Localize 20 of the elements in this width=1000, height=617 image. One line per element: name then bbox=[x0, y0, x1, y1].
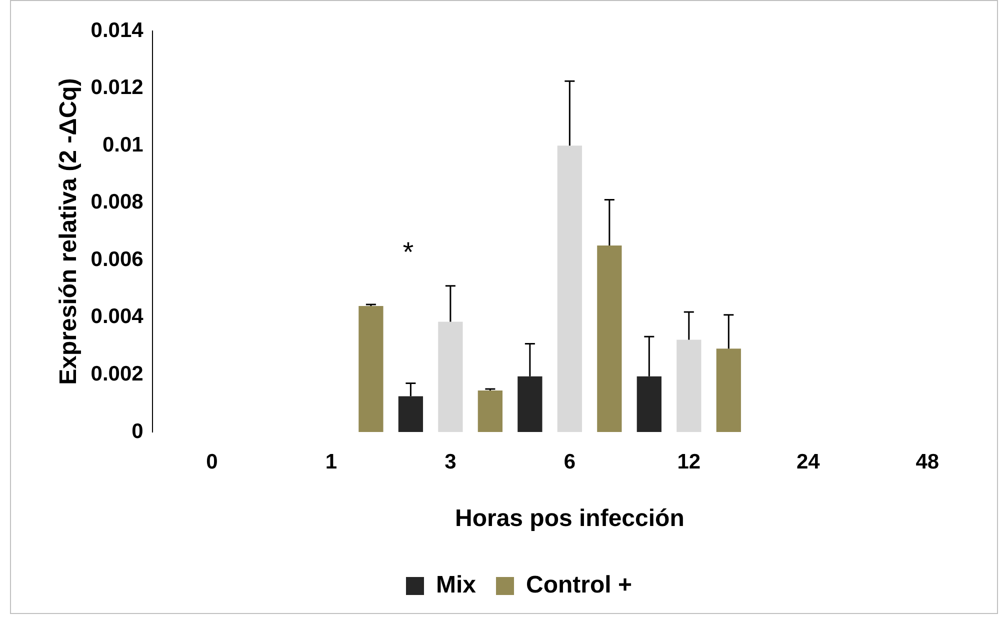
x-tick-label: 6 bbox=[564, 450, 576, 474]
y-axis-title: Expresión relativa (2 -ΔCq) bbox=[55, 78, 82, 385]
x-tick-label: 24 bbox=[796, 450, 820, 474]
x-axis-title: Horas pos infección bbox=[454, 505, 684, 532]
legend-label: Control + bbox=[526, 572, 632, 599]
x-tick-label: 48 bbox=[916, 450, 940, 474]
y-tick-label: 0.01 bbox=[102, 133, 144, 156]
legend-label: Mix bbox=[436, 572, 477, 599]
y-tick-label: 0.012 bbox=[90, 76, 144, 100]
x-tick-label: 3 bbox=[444, 450, 456, 474]
y-tick-label: 0.004 bbox=[90, 305, 144, 328]
x-tick-label: 1 bbox=[325, 450, 338, 474]
annotation: * bbox=[402, 236, 414, 268]
y-tick-label: 0.008 bbox=[90, 190, 144, 214]
x-tick-label: 0 bbox=[206, 450, 218, 474]
y-tick-label: 0.014 bbox=[90, 18, 144, 42]
y-tick-label: 0 bbox=[132, 420, 144, 443]
y-tick-label: 0.006 bbox=[90, 248, 144, 271]
x-tick-label: 12 bbox=[677, 450, 701, 474]
y-tick-label: 0.002 bbox=[90, 362, 144, 386]
